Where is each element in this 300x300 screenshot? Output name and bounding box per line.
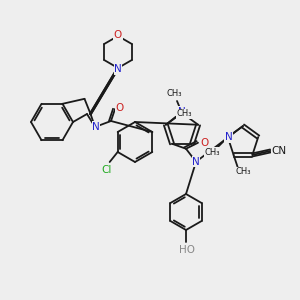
Text: CH₃: CH₃ bbox=[236, 167, 251, 176]
Text: O: O bbox=[200, 138, 208, 148]
Text: N: N bbox=[225, 132, 233, 142]
Text: CH₃: CH₃ bbox=[204, 148, 220, 157]
Text: Cl: Cl bbox=[101, 165, 112, 175]
Text: CH₃: CH₃ bbox=[176, 109, 192, 118]
Text: CN: CN bbox=[272, 146, 287, 156]
Text: N: N bbox=[178, 107, 186, 117]
Text: N: N bbox=[114, 64, 122, 74]
Text: O: O bbox=[114, 30, 122, 40]
Text: HO: HO bbox=[179, 245, 195, 255]
Text: N: N bbox=[92, 122, 100, 132]
Text: CH₃: CH₃ bbox=[166, 89, 182, 98]
Text: O: O bbox=[116, 103, 124, 113]
Text: N: N bbox=[192, 157, 200, 167]
